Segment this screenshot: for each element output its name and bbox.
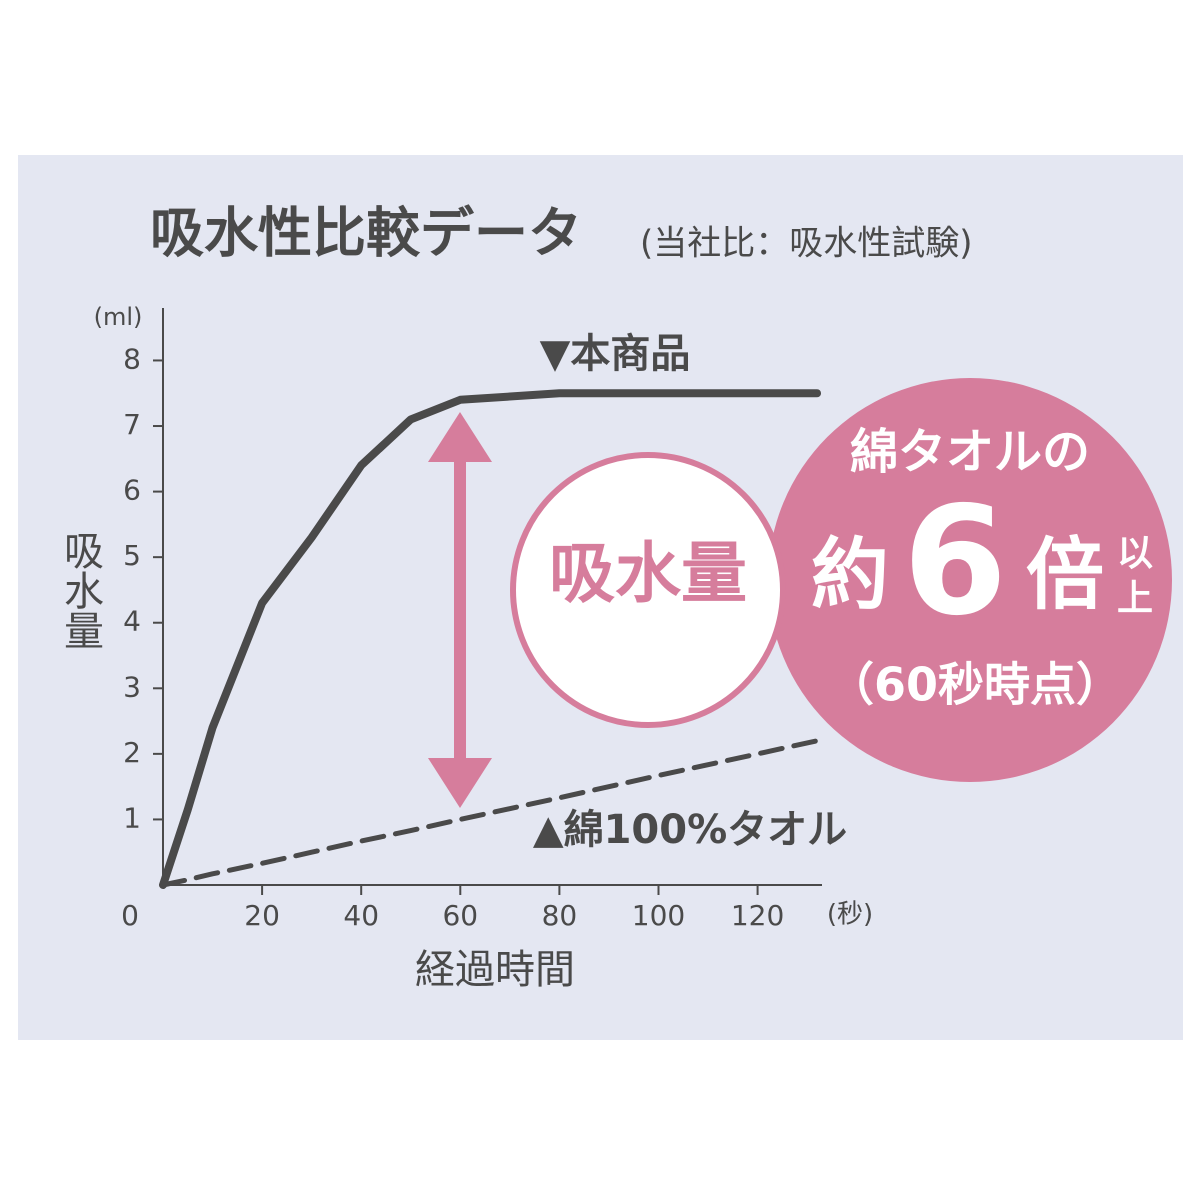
y-axis-label: 吸水量 xyxy=(57,530,103,650)
badge-number: 6 xyxy=(903,475,1007,649)
badge-line: 綿タオルの xyxy=(850,424,1090,480)
y-tick-label: 7 xyxy=(123,408,141,441)
x-unit: (秒) xyxy=(827,900,873,930)
y-tick-label: 2 xyxy=(123,736,141,769)
center-label: 吸水量 xyxy=(549,535,747,612)
y-tick-label: 6 xyxy=(123,474,141,507)
y-unit: (ml) xyxy=(94,303,143,331)
series-line xyxy=(160,738,820,888)
plot xyxy=(159,389,822,889)
x-axis-label: 経過時間 xyxy=(415,947,575,993)
series-line xyxy=(159,389,822,889)
x-tick-label: 20 xyxy=(244,899,280,932)
x-tick-label: 80 xyxy=(542,899,578,932)
x-tick-label: 120 xyxy=(731,899,784,932)
x-tick-label: 0 xyxy=(121,899,139,932)
y-tick-label: 5 xyxy=(123,539,141,572)
center-circle xyxy=(510,452,786,728)
badge-circle xyxy=(768,378,1172,782)
x-tick-label: 100 xyxy=(632,899,685,932)
badge-small: 以 xyxy=(1117,533,1153,574)
y-tick-label: 1 xyxy=(123,801,141,834)
badge-note: （60秒時点） xyxy=(828,658,1122,712)
difference-arrow xyxy=(428,412,492,808)
series-label: ▼本商品 xyxy=(540,331,691,377)
chart-title: 吸水性比較データ xyxy=(150,202,582,265)
badge-text: 綿タオルの 約 6 倍 以 上 （60秒時点） xyxy=(811,424,1153,712)
arrow-head xyxy=(428,758,492,808)
series-label: ▲綿100%タオル xyxy=(533,807,847,853)
arrow-head xyxy=(428,412,492,462)
y-tick-label: 3 xyxy=(123,670,141,703)
x-tick-label: 40 xyxy=(343,899,379,932)
badge-small: 上 xyxy=(1117,578,1153,619)
y-tick-label: 4 xyxy=(123,605,141,638)
x-tick-label: 60 xyxy=(442,899,478,932)
badge-suffix: 倍 xyxy=(1026,530,1104,620)
badge-prefix: 約 xyxy=(811,530,889,620)
chart-subtitle: (当社比：吸水性試験) xyxy=(640,224,973,264)
y-tick-label: 8 xyxy=(123,342,141,375)
